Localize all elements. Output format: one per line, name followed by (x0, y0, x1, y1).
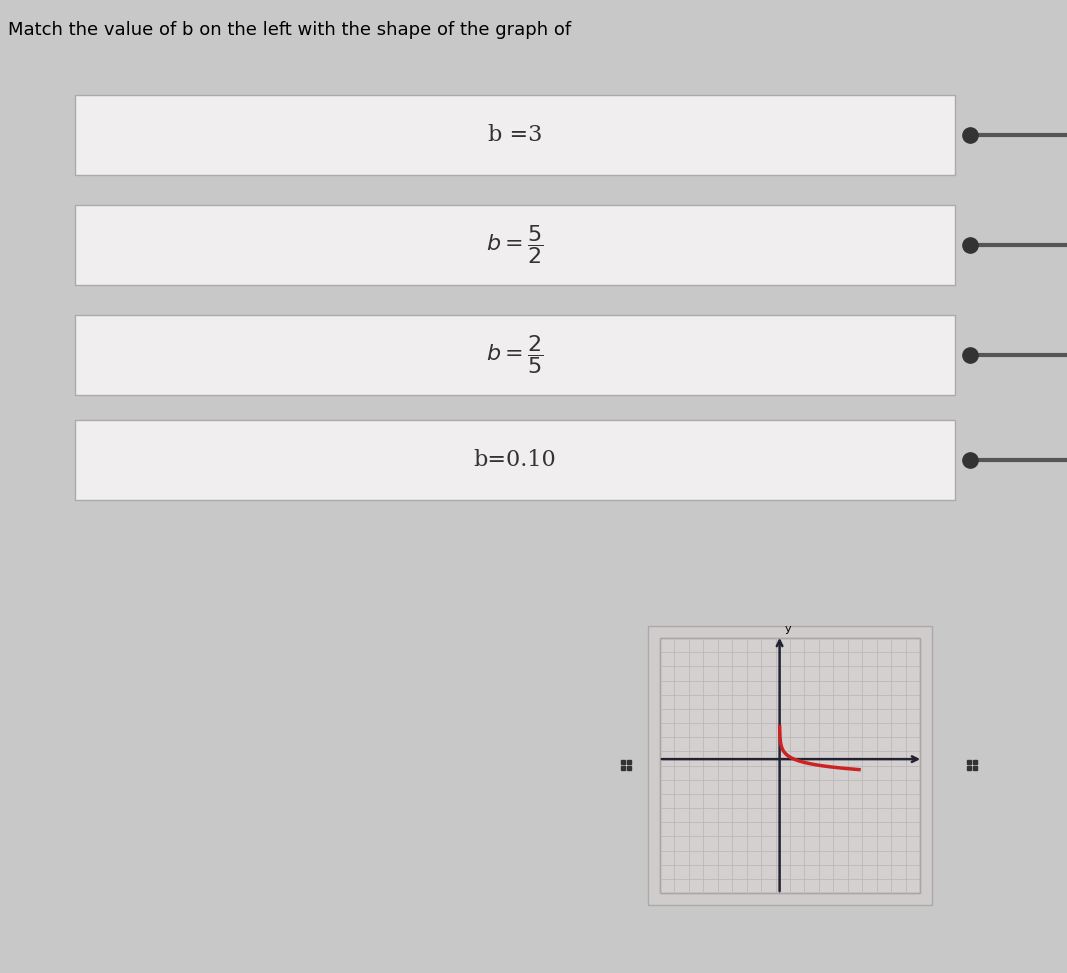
FancyBboxPatch shape (648, 626, 931, 905)
Text: $b = \dfrac{5}{2}$: $b = \dfrac{5}{2}$ (487, 224, 544, 267)
FancyBboxPatch shape (660, 638, 920, 893)
Text: Match the value of b on the left with the shape of the graph of: Match the value of b on the left with th… (7, 21, 577, 39)
FancyBboxPatch shape (75, 95, 955, 175)
FancyBboxPatch shape (75, 315, 955, 395)
Text: $b = \dfrac{2}{5}$: $b = \dfrac{2}{5}$ (487, 334, 544, 377)
Text: y: y (784, 624, 792, 634)
Text: b=0.10: b=0.10 (474, 449, 556, 471)
Text: b =3: b =3 (488, 124, 542, 146)
FancyBboxPatch shape (75, 420, 955, 500)
FancyBboxPatch shape (75, 205, 955, 285)
